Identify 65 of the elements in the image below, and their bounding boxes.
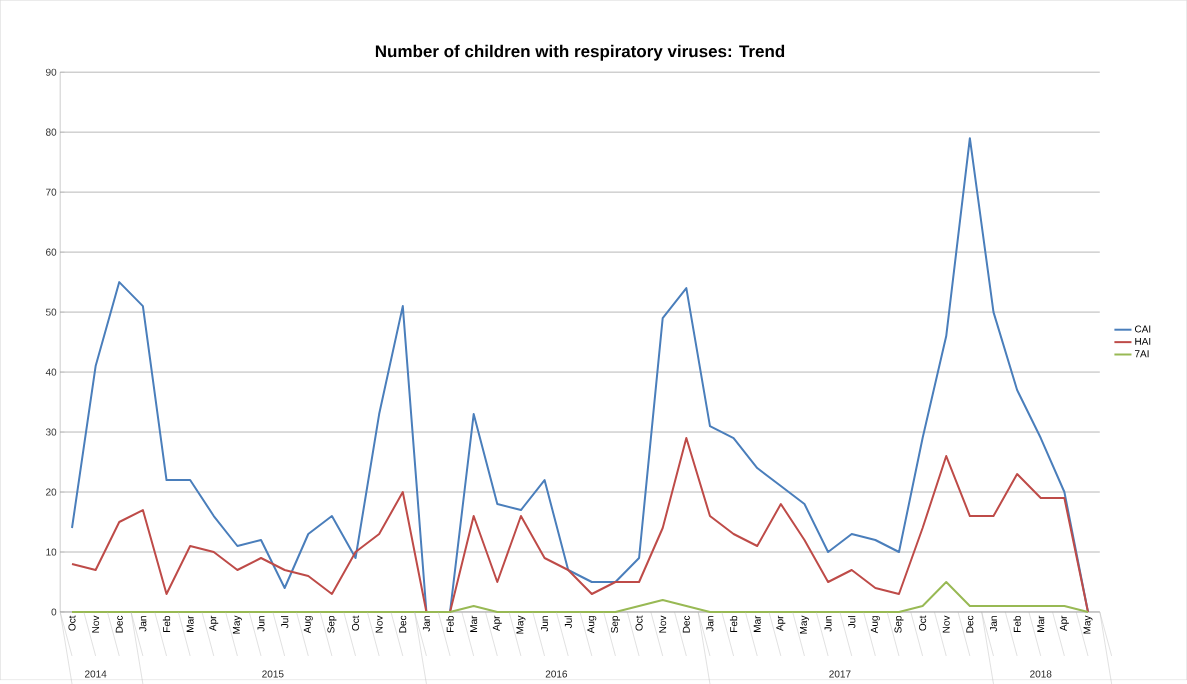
- x-tick-label: May: [232, 615, 242, 634]
- y-tick-label: 0: [51, 608, 57, 616]
- chart-title: Number of children with respiratory viruses: Trend: [375, 44, 785, 61]
- x-tick-label: Jul: [564, 616, 572, 629]
- y-tick-label: 70: [46, 188, 57, 196]
- x-tick-label: Jan: [139, 616, 147, 632]
- x-tick-label: May: [799, 615, 809, 634]
- x-tick-label: Aug: [587, 616, 597, 634]
- y-tick-label: 40: [45, 368, 57, 376]
- x-tick-label: Sep: [894, 615, 904, 633]
- x-tick-label: Nov: [375, 615, 383, 633]
- x-tick-label: Dec: [115, 615, 123, 633]
- text: 2018: [1030, 670, 1052, 678]
- x-tick-label: Oct: [635, 615, 643, 631]
- x-tick-label: Mar: [470, 615, 478, 632]
- x-tick-label: Mar: [186, 615, 194, 632]
- x-tick-label: Sep: [610, 615, 620, 633]
- x-tick-label: Feb: [446, 615, 454, 632]
- x-tick-label: Mar: [1037, 615, 1045, 632]
- x-tick-label: Jan: [990, 616, 997, 632]
- x-tick-label: Nov: [92, 615, 100, 633]
- legend-label: CAI: [1134, 325, 1151, 333]
- x-tick-label: Sep: [327, 615, 337, 633]
- x-tick-label: Apr: [209, 615, 219, 631]
- x-tick-label: May: [516, 615, 526, 634]
- x-tick-label: Jul: [280, 616, 289, 629]
- text: 2017: [829, 670, 851, 678]
- x-tick-label: Dec: [399, 615, 407, 633]
- y-tick-label: 10: [46, 548, 57, 556]
- text: 2014: [85, 670, 107, 678]
- y-tick-label: 60: [46, 248, 57, 256]
- x-tick-label: Feb: [729, 615, 738, 632]
- y-tick-label: 30: [45, 428, 57, 436]
- y-tick-label: 50: [45, 308, 57, 316]
- x-tick-label: Mar: [753, 615, 761, 632]
- x-tick-label: Nov: [942, 615, 950, 633]
- y-tick-label: 80: [45, 128, 57, 136]
- x-tick-label: Jun: [257, 616, 265, 632]
- line-series: [71, 436, 1089, 613]
- x-tick-label: Aug: [870, 616, 880, 634]
- x-tick-label: Jun: [541, 616, 549, 632]
- text: 2015: [262, 670, 284, 678]
- x-tick-label: Oct: [68, 615, 76, 631]
- x-tick-label: Feb: [1013, 615, 1021, 632]
- x-tick-label: Oct: [919, 615, 927, 631]
- x-tick-label: May: [1083, 615, 1093, 634]
- x-tick-label: Dec: [966, 615, 974, 633]
- x-tick-label: Apr: [492, 615, 502, 631]
- legend-label: 7AI: [1134, 350, 1149, 358]
- line-series: [71, 137, 1089, 613]
- text: 2016: [545, 670, 568, 678]
- x-tick-label: Feb: [162, 615, 171, 632]
- y-tick-label: 20: [46, 488, 57, 496]
- x-tick-label: Apr: [776, 615, 786, 631]
- x-tick-label: Jan: [422, 616, 430, 632]
- x-tick-label: Jan: [706, 616, 714, 632]
- x-tick-label: Jun: [824, 616, 832, 632]
- x-tick-label: Nov: [659, 615, 667, 633]
- x-tick-label: Aug: [303, 616, 313, 634]
- x-tick-label: Dec: [682, 615, 690, 633]
- legend-label: HAI: [1135, 337, 1151, 345]
- x-tick-label: Apr: [1059, 615, 1069, 631]
- x-tick-label: Oct: [352, 615, 360, 631]
- x-tick-label: Jul: [848, 616, 856, 629]
- y-tick-label: 90: [46, 68, 57, 76]
